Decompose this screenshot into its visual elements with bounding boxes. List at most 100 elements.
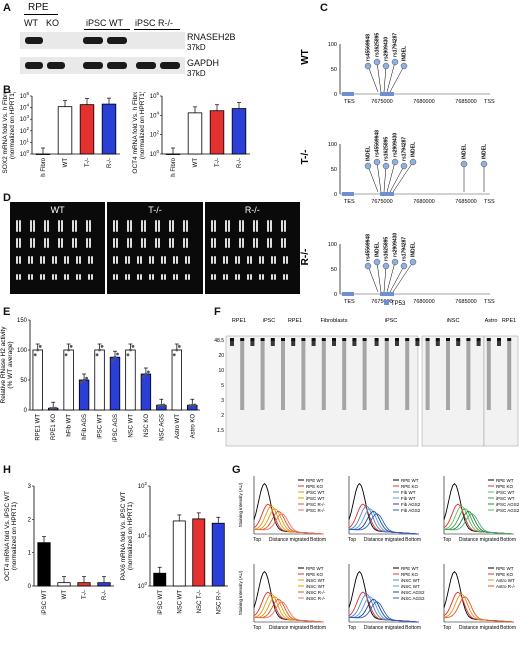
snp-stem [386,161,396,193]
chromosome [144,220,147,232]
chromosome [47,238,49,248]
chromosome [61,238,63,248]
chromosome [88,274,90,280]
x-axis-label: Distance migrated [459,625,500,631]
data-point [67,348,71,352]
snp-label: INDEL [366,146,372,161]
gel-middle [421,335,485,447]
chromosome [125,256,128,264]
chromosome [213,238,216,248]
chromosome [225,256,228,264]
bar-t- [209,110,225,155]
chromosome [261,274,264,280]
chromosome [86,238,88,248]
panel-g-profiles: Staining intensity (AU) Top Distance migra… [238,476,520,631]
chromosome-svg [16,220,93,280]
chromosome [88,256,90,264]
chromosome [161,274,164,280]
chromosome [75,238,77,248]
snp-label: INDEL [411,242,417,257]
chromosome [67,274,69,280]
karyotype-r: R-/- [204,202,300,294]
category-label: iPSC WT [98,414,104,439]
chromosome [141,238,144,248]
y-tick-label: 3 [28,484,32,490]
row-label-rnaseh2b: RNASEH2B [187,32,236,42]
bar-h-fibro [165,153,181,155]
legend-label: iPSC WT [496,490,515,495]
chromosome [241,220,244,232]
snp-stem [367,65,379,93]
gel-lane [352,340,357,346]
chromosome [16,256,18,264]
category-label: RPE1 WT [36,414,42,441]
chromosome [273,274,276,280]
chromosome [224,220,227,232]
chromosome [173,256,176,264]
exon-block [342,92,354,96]
chromosome [130,220,133,232]
gel-lane [342,340,347,410]
snp-lollipop [400,62,408,70]
chromosome [19,274,21,280]
legend-label: Fib WT [401,496,416,501]
legend-label: iNSC R-/- [306,590,326,595]
y-tick-label: 100 [328,142,337,148]
chromosome [176,256,179,264]
category-label: NSC AGS [159,414,165,441]
chromosome [161,256,164,264]
profile-line [443,591,515,623]
chromosome [185,274,188,280]
chromosome [224,238,227,248]
snp-label: rs2909430 [393,133,399,157]
data-point [111,360,114,363]
gel-well [352,338,357,341]
category-label: NSC T-/- [197,590,203,613]
profile-line [253,601,325,623]
category-label: T-/- [85,158,91,167]
snp-lollipop [373,258,381,266]
chromosome [241,238,244,248]
bar-hfib-ags [78,379,90,411]
chromosome [40,256,42,264]
x-end-label: TSS [484,199,495,205]
chromosome [28,256,30,264]
x-tick-label: 7680000 [413,99,434,105]
gel-lane [374,340,379,346]
band [25,62,43,69]
legend-label: Fib AGS2 [401,508,421,513]
data-point [38,345,42,348]
y-tick-label: 50 [20,378,27,384]
snp-lollipop [364,262,372,270]
genotype-label: R-/- [300,249,311,266]
legend-label: RPE WT [306,566,324,571]
bar-ipsc-wt [94,349,105,411]
data-point [142,375,145,379]
gel-well [311,338,316,341]
gel-well [415,338,420,341]
band [47,62,65,69]
chromosome [213,256,216,264]
band [136,62,156,69]
panel-f-letter: F [214,306,221,318]
snp-lollipop [382,62,390,70]
x-end-label: Bottom [500,625,516,631]
gel-well [332,338,336,341]
data-point [190,403,194,407]
category-label: R-/- [102,590,108,600]
legend-label: iPSC WT [306,496,325,501]
chromosome [47,220,49,232]
x-tick-label: 7685000 [455,299,476,305]
data-point [80,381,83,384]
chromosome [127,238,130,248]
x-end-label: Top [253,625,261,631]
category-label: NSC KO [144,414,150,437]
x-end-label: TSS [484,299,495,305]
chromosome [227,220,230,232]
gel-lane [362,340,367,410]
gel-lane [291,340,296,346]
snp-label: rs45569948 [366,34,372,61]
chromosome [19,238,21,248]
panel-a-letter: A [3,2,11,14]
category-label: iPSC WT [158,590,164,615]
